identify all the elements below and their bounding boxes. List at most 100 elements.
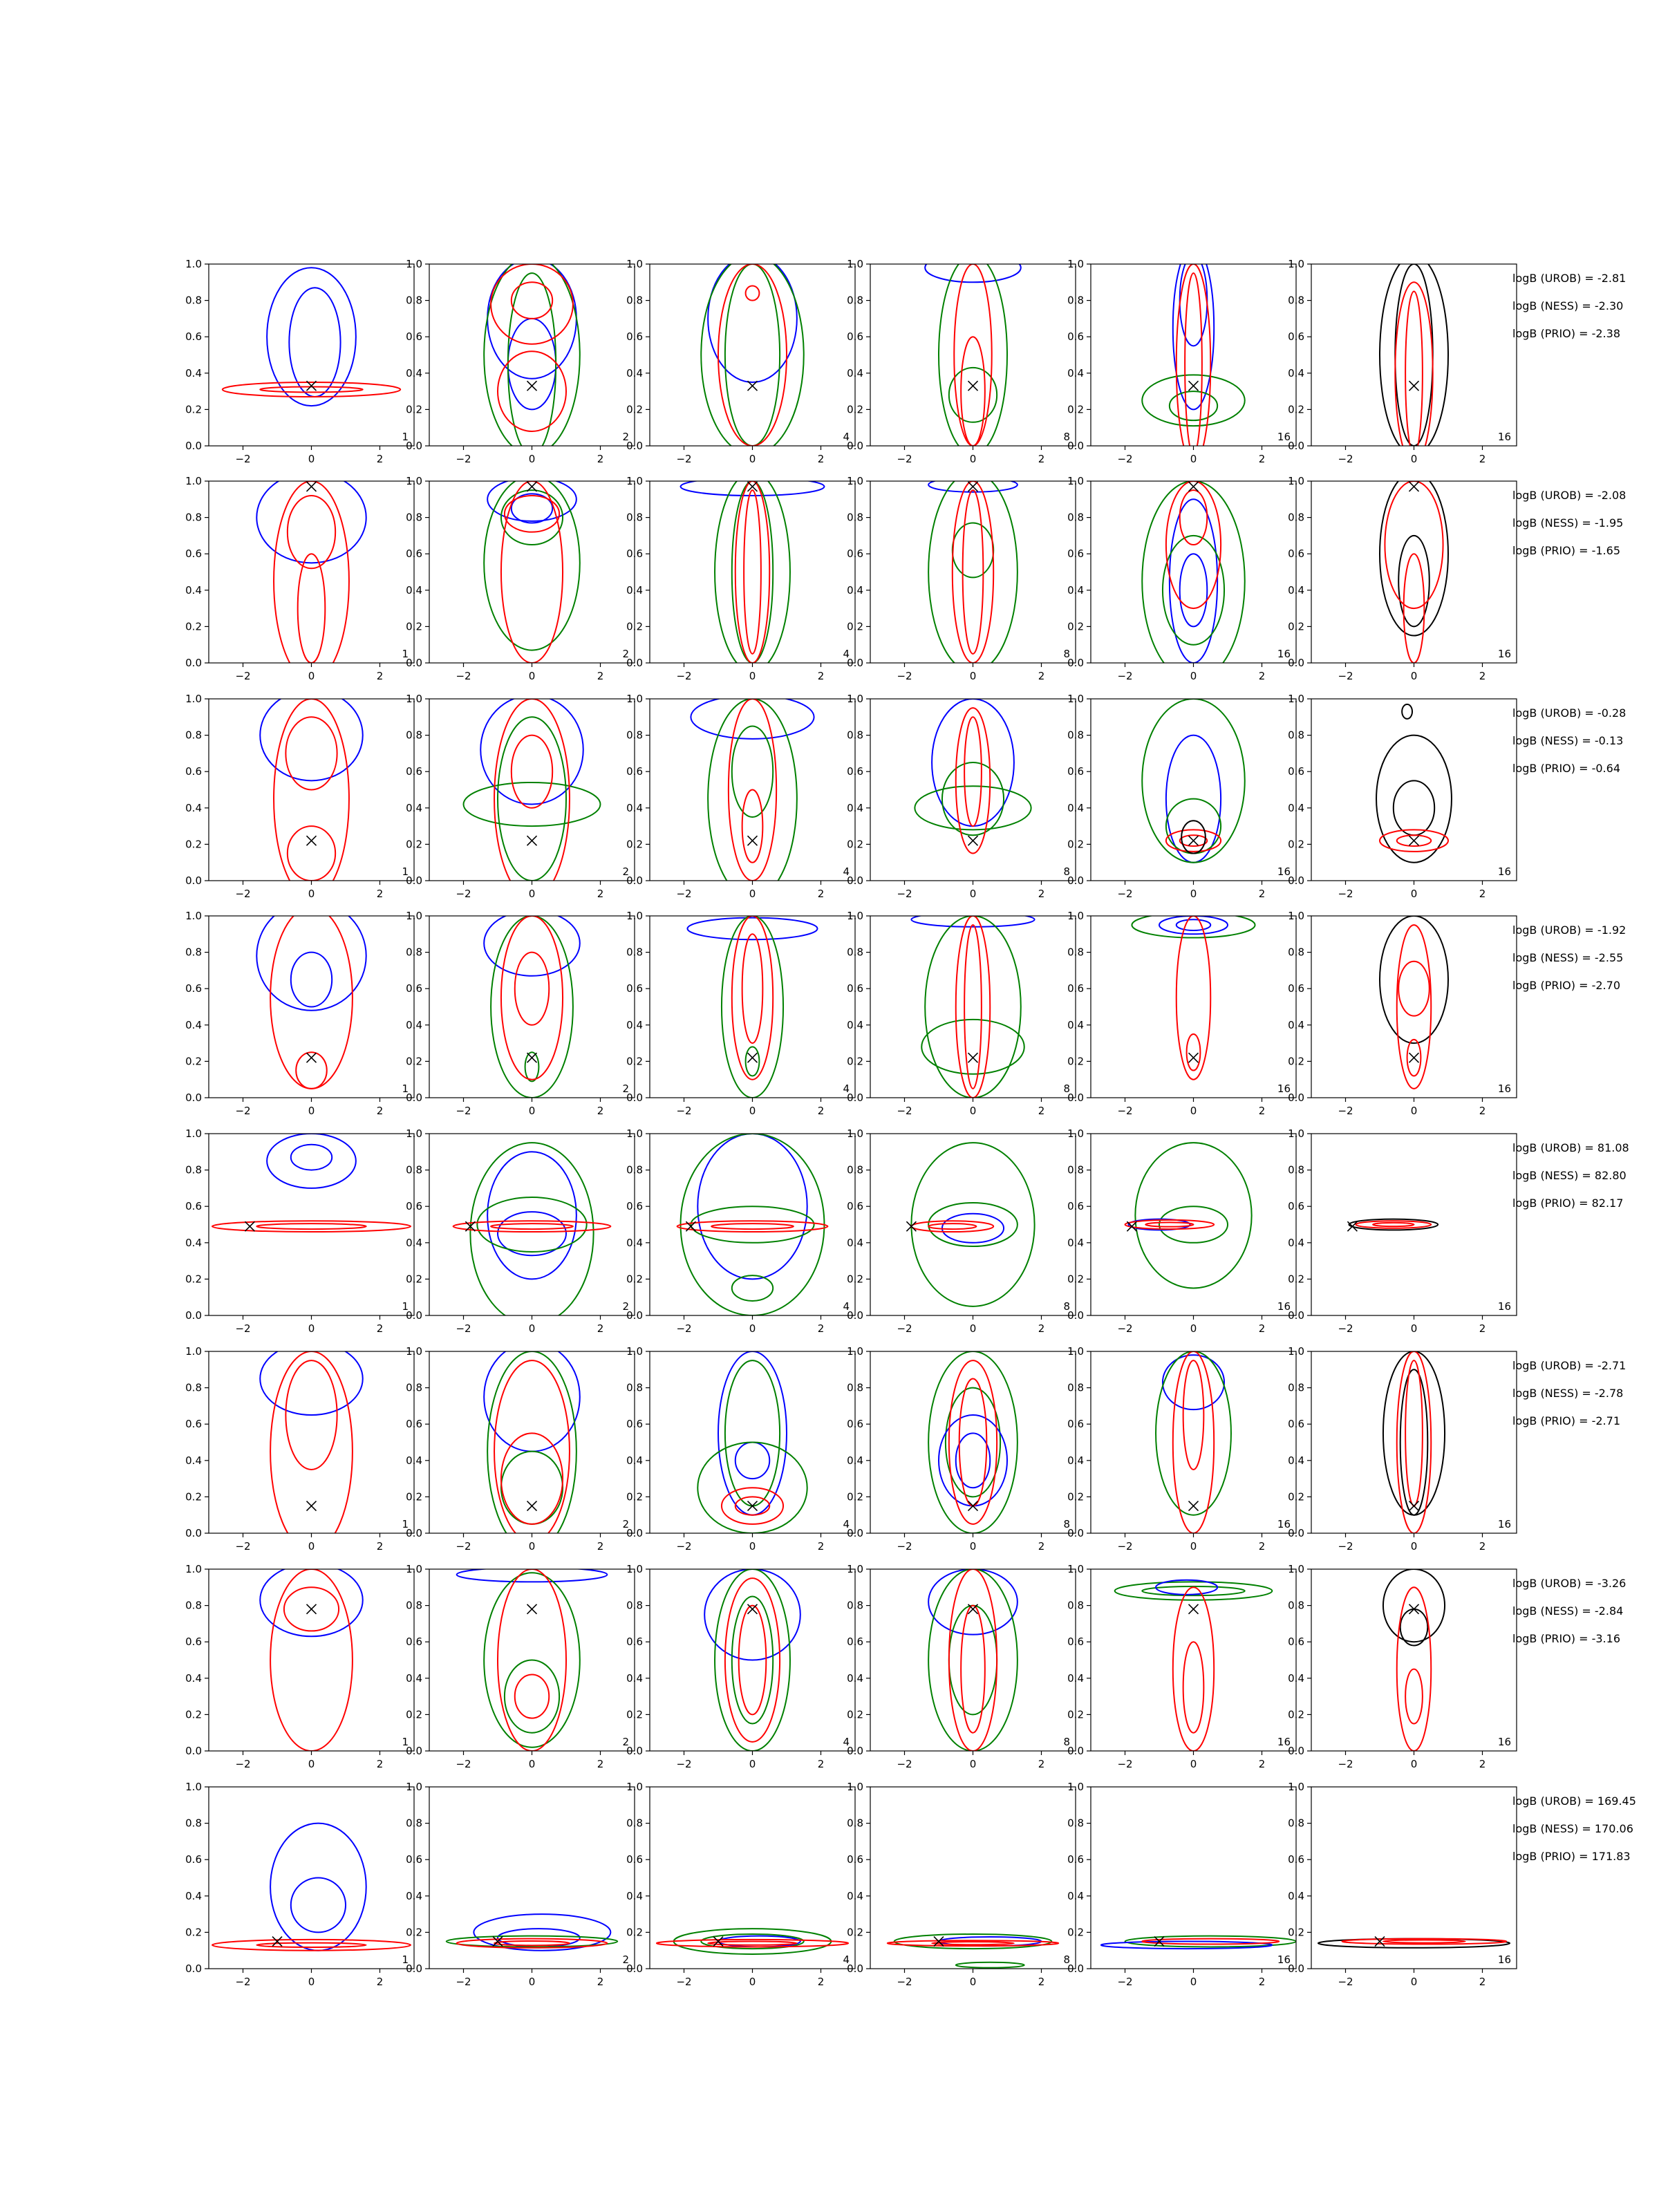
x-tick-label: 2 <box>818 670 825 682</box>
y-tick-label: 0.4 <box>1067 367 1084 379</box>
blue-contour <box>510 493 554 524</box>
red-contour <box>211 1220 412 1233</box>
contour-set <box>1114 1579 1273 1751</box>
contour-set <box>655 1928 850 1955</box>
red-contour <box>1182 1360 1205 1470</box>
y-tick-label: 0.2 <box>406 838 422 850</box>
red-contour <box>1145 1221 1194 1228</box>
x-tick-label: 0 <box>1411 888 1418 900</box>
x-tick-label: 0 <box>308 1322 315 1335</box>
x-tick-label: −2 <box>1117 453 1132 465</box>
y-tick-label: 0.4 <box>847 1890 863 1902</box>
black-contour <box>1382 1569 1446 1643</box>
panel-r2-c6: −2 0 2 0.0 0.2 0.4 0.6 0.8 1.0 16 <box>1288 475 1517 682</box>
y-tick-label: 0.4 <box>626 367 643 379</box>
red-contour <box>962 489 984 655</box>
green-contour <box>490 916 574 1098</box>
panel-corner-label: 2 <box>622 1300 629 1313</box>
panel-r6-c6: −2 0 2 0.0 0.2 0.4 0.6 0.8 1.0 16 <box>1288 1345 1517 1553</box>
green-contour <box>893 1933 1053 1950</box>
x-tick-label: 0 <box>1190 670 1197 682</box>
x-tick-label: 0 <box>1190 1976 1197 1988</box>
truth-marker <box>1408 835 1420 846</box>
contour-set <box>910 916 1035 1098</box>
x-tick-label: 2 <box>818 453 825 465</box>
y-tick-label: 0.2 <box>1288 1055 1304 1067</box>
panel-corner-label: 4 <box>843 431 850 443</box>
y-tick-label: 0.6 <box>847 547 863 560</box>
y-tick-label: 0.6 <box>626 1853 643 1866</box>
y-tick-label: 0.0 <box>626 657 643 669</box>
y-tick-label: 1.0 <box>847 1781 863 1793</box>
x-tick-label: −2 <box>1338 888 1353 900</box>
contour-set <box>445 1913 619 1951</box>
contour-set <box>1376 703 1452 863</box>
y-tick-label: 1.0 <box>847 475 863 487</box>
green-contour <box>700 264 805 446</box>
red-contour <box>270 916 353 1089</box>
red-contour <box>500 1432 564 1525</box>
red-contour <box>711 1223 794 1230</box>
y-tick-label: 0.8 <box>1288 729 1304 742</box>
logb-value: logB (UROB) = 169.45 <box>1512 1794 1636 1808</box>
truth-marker <box>492 1936 503 1947</box>
plot-frame <box>870 1568 1076 1752</box>
y-tick-label: 0.0 <box>406 440 422 452</box>
y-tick-label: 0.6 <box>626 547 643 560</box>
green-contour <box>921 1018 1025 1075</box>
black-contour <box>1399 1608 1429 1647</box>
blue-contour <box>1179 264 1208 347</box>
y-tick-label: 0.4 <box>1288 802 1304 814</box>
red-contour <box>510 734 554 809</box>
x-tick-label: 2 <box>1259 888 1266 900</box>
x-tick-label: 0 <box>529 1322 536 1335</box>
black-contour <box>1382 1351 1446 1516</box>
red-contour <box>510 281 554 319</box>
y-tick-label: 0.4 <box>1288 1237 1304 1249</box>
panel-r6-c1: −2 0 2 0.0 0.2 0.4 0.6 0.8 1.0 1 <box>185 1345 415 1553</box>
panel-corner-label: 4 <box>843 1082 850 1095</box>
truth-marker <box>306 481 317 492</box>
blue-contour <box>487 1151 577 1280</box>
blue-contour <box>456 1569 608 1583</box>
y-tick-label: 0.8 <box>847 1382 863 1394</box>
truth-marker <box>1188 1604 1199 1615</box>
plot-frame <box>649 480 856 664</box>
panel-corner-label: 16 <box>1277 648 1291 660</box>
red-contour <box>744 285 760 301</box>
x-tick-label: −2 <box>676 1540 691 1553</box>
y-tick-label: 0.4 <box>406 1454 422 1467</box>
y-tick-label: 0.8 <box>1067 1600 1084 1612</box>
x-tick-label: −2 <box>897 1322 912 1335</box>
y-tick-label: 0.2 <box>626 1490 643 1503</box>
green-contour <box>938 264 1008 446</box>
y-tick-label: 1.0 <box>847 1127 863 1140</box>
blue-contour <box>290 1143 333 1171</box>
y-tick-label: 1.0 <box>1288 1781 1304 1793</box>
plot-frame <box>429 480 635 664</box>
y-tick-label: 0.0 <box>626 1527 643 1539</box>
x-tick-label: −2 <box>456 453 471 465</box>
panel-r3-c5: −2 0 2 0.0 0.2 0.4 0.6 0.8 1.0 16 <box>1067 693 1297 900</box>
blue-contour <box>924 264 1022 283</box>
red-contour <box>960 336 986 446</box>
y-tick-label: 0.2 <box>406 620 422 632</box>
x-tick-label: 2 <box>1038 1540 1045 1553</box>
red-contour <box>259 386 364 393</box>
x-tick-label: 0 <box>308 888 315 900</box>
panel-corner-label: 4 <box>843 1518 850 1530</box>
y-tick-label: 0.4 <box>1067 1237 1084 1249</box>
truth-marker <box>747 1052 758 1063</box>
x-tick-label: 2 <box>377 1540 384 1553</box>
x-tick-label: 0 <box>970 1322 977 1335</box>
y-tick-label: 0.0 <box>847 1309 863 1322</box>
y-tick-label: 1.0 <box>1288 475 1304 487</box>
green-contour <box>483 1572 581 1748</box>
green-contour <box>503 1659 561 1734</box>
y-tick-label: 0.0 <box>406 1962 422 1975</box>
x-tick-label: 0 <box>529 1758 536 1770</box>
y-tick-label: 0.6 <box>185 547 202 560</box>
plot-frame <box>208 1568 415 1752</box>
y-tick-label: 0.4 <box>185 1890 202 1902</box>
blue-contour <box>290 1877 346 1933</box>
